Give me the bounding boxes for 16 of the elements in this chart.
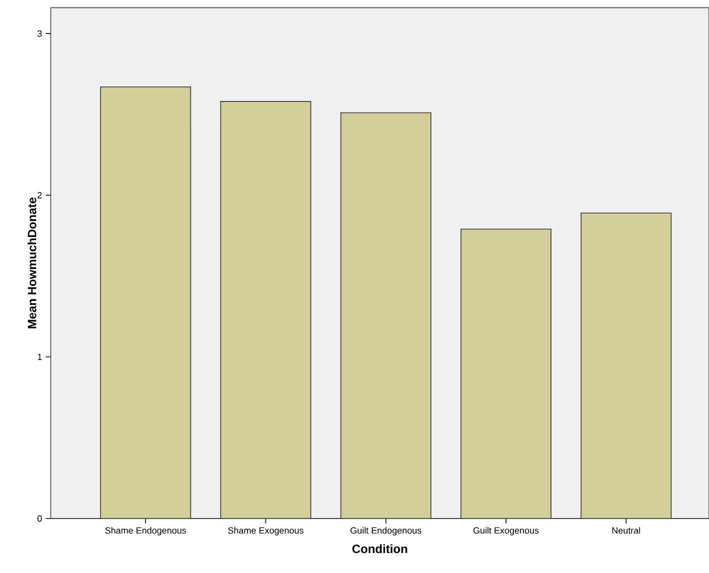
bar [580,212,672,518]
x-tick-label: Shame Endogenous [105,527,186,536]
bar [340,112,432,518]
y-tick-label: 2 [38,192,42,198]
y-tick-label: 3 [38,30,42,37]
y-tick-label: 1 [38,354,42,360]
x-tick-label: Shame Exogenous [228,527,304,536]
x-axis-title: Condition [352,544,408,554]
bar [460,228,552,518]
x-tick-label: Guilt Exogenous [473,527,539,536]
x-tick-label: Guilt Endogenous [350,527,422,536]
y-axis-title: Mean HowmuchDonate [27,198,36,328]
x-tick-label: Neutral [612,527,640,534]
bar [220,101,311,518]
y-tick-label: 0 [38,515,42,522]
bar [100,86,192,518]
